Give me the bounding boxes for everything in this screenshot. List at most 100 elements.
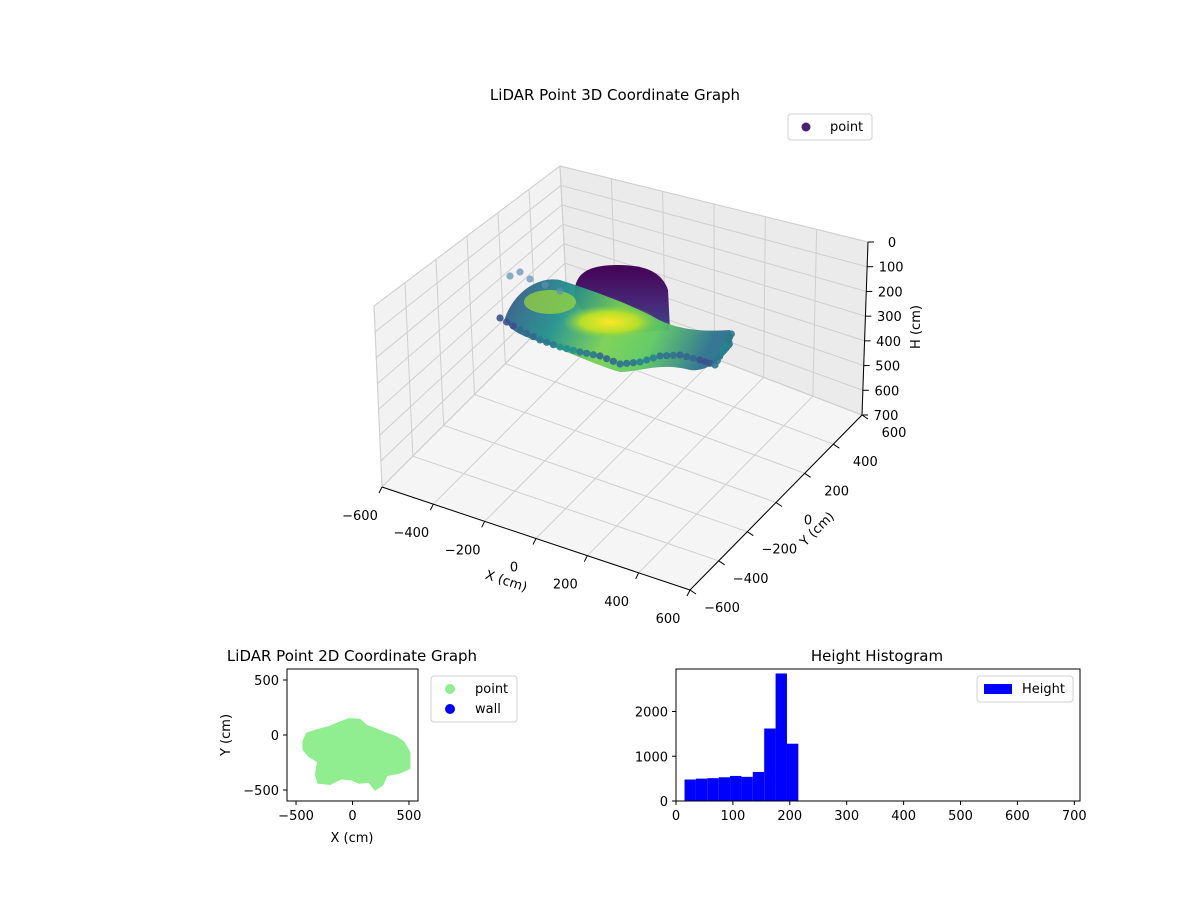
cloud-dot [556,343,564,351]
y-tick-3d [747,531,754,537]
x-tick-label-histogram: 300 [834,809,859,824]
grid-line-y-wall [435,259,445,426]
cloud-peak [562,305,658,339]
y-tick-label-histogram: 0 [660,795,668,810]
grid-line-z [375,204,563,359]
y-tick-label-2d: 500 [254,674,279,689]
z-tick-label-3d: 700 [874,409,899,424]
x-tick-label-2d: −500 [278,809,314,824]
cloud-dot [669,351,677,359]
ticks-histogram: 0 100 200 300 400 500 600 700 0 1000 2000 [635,706,1087,824]
z-tick-label-3d: 500 [875,360,900,375]
plot-histogram: Height Histogram 0 100 200 300 400 500 600 7000… [635,647,1087,824]
grid-line-x-wall [812,229,818,397]
cloud-dot [629,359,637,367]
cloud-dot [727,330,735,338]
grid-line-z [377,223,564,384]
legend-histogram-swatch [984,684,1012,694]
cloud-dot [689,354,697,362]
y-tick-3d [804,472,811,478]
legend-histogram-frame [976,675,1074,703]
legend-2d-wall-marker [445,704,455,714]
legend-2d: point wall [430,675,518,723]
grid-line-y-wall [373,305,383,488]
title-2d: LiDAR Point 2D Coordinate Graph [227,647,477,665]
x-tick-label-3d: −400 [393,526,429,541]
y-tick-label-histogram: 2000 [635,706,668,721]
grid-line-z [374,185,562,333]
x-tick-3d [583,555,588,562]
y-tick-label-3d: 400 [853,455,878,470]
grid-line-y-wall [466,235,475,395]
z-axis-line-3d [861,241,869,416]
cloud-dot [589,351,597,359]
legend-3d-marker [801,122,811,132]
x-tick-3d [481,521,486,528]
histogram-bar [764,728,776,801]
point-cloud-2d [302,718,411,791]
x-tick-label-3d: 200 [553,578,578,593]
histogram-bar [707,778,719,801]
cloud-dot [603,355,611,363]
y-tick-label-3d: −200 [761,543,797,558]
grid-line-y-wall [497,212,506,364]
grid-line-z-wall [561,204,867,292]
histogram-bar [695,778,708,801]
x-tick-3d [686,589,691,597]
x-tick-label-2d: 0 [348,809,356,824]
x-tick-3d [429,503,434,511]
y-axis-label-3d: Y (cm) [797,509,838,550]
y-tick-3d [718,560,725,566]
y-tick-3d [775,502,783,507]
cloud-dot [649,354,657,362]
z-tick-label-3d: 0 [888,236,896,251]
x-tick-label-histogram: 700 [1062,809,1087,824]
x-tick-3d [635,572,640,580]
z-tick-label-3d: 200 [878,285,903,300]
plot-2d: LiDAR Point 2D Coordinate Graph −500 0 500… [219,647,518,846]
cloud-dot [541,281,549,289]
histogram-bar [786,743,799,801]
cloud-dot [683,353,691,361]
cloud-dot [543,338,551,346]
grid-line-z-wall [563,243,865,342]
x-tick-3d [532,538,537,545]
x-tick-label-histogram: 500 [948,809,973,824]
z-tick-label-3d: 600 [874,384,899,399]
axes-histogram-border [675,668,1081,802]
cloud-dot [656,352,664,360]
legend-histogram: Height [976,675,1074,703]
grid-line-z [373,165,561,307]
cloud-dot [616,360,624,368]
cloud-dot [569,346,577,354]
cloud-dot [509,322,517,330]
z-tick-label-3d: 100 [879,261,904,276]
grid-line-z-wall [560,184,868,268]
y-tick-label-histogram: 1000 [635,750,668,765]
x-axis-label-2d: X (cm) [331,831,374,846]
x-tick-label-3d: 600 [656,612,681,627]
cloud-dot [623,359,631,367]
z-axis-label-3d: H (cm) [909,305,924,349]
y-tick-label-3d: −600 [704,601,740,616]
x-tick-label-histogram: 100 [720,809,745,824]
legend-2d-point-marker [445,684,455,694]
y-tick-label-3d: 0 [804,514,812,529]
x-axis-label-3d: X (cm) [483,568,529,596]
legend-3d-frame [787,113,873,141]
ticks-3d: −600 −600 −400 −400 −200 −200 0 0 200 200 400 400 60… [342,236,906,627]
x-tick-label-histogram: 400 [891,809,916,824]
cloud-dot [576,348,584,356]
y-tick-label-3d: 600 [882,426,907,441]
y-axis-label-2d: Y (cm) [219,714,234,757]
grid-line-z-wall [562,223,866,317]
x-tick-label-2d: 500 [397,809,422,824]
plot-3d: LiDAR Point 3D Coordinate Graph −600−600… [342,86,924,627]
cloud-dot [596,352,604,360]
point-cloud-3d [496,265,735,372]
cloud-dot [663,352,671,360]
cloud-dots [496,268,735,369]
cloud-dot [609,357,617,365]
cloud-dot [536,336,544,344]
